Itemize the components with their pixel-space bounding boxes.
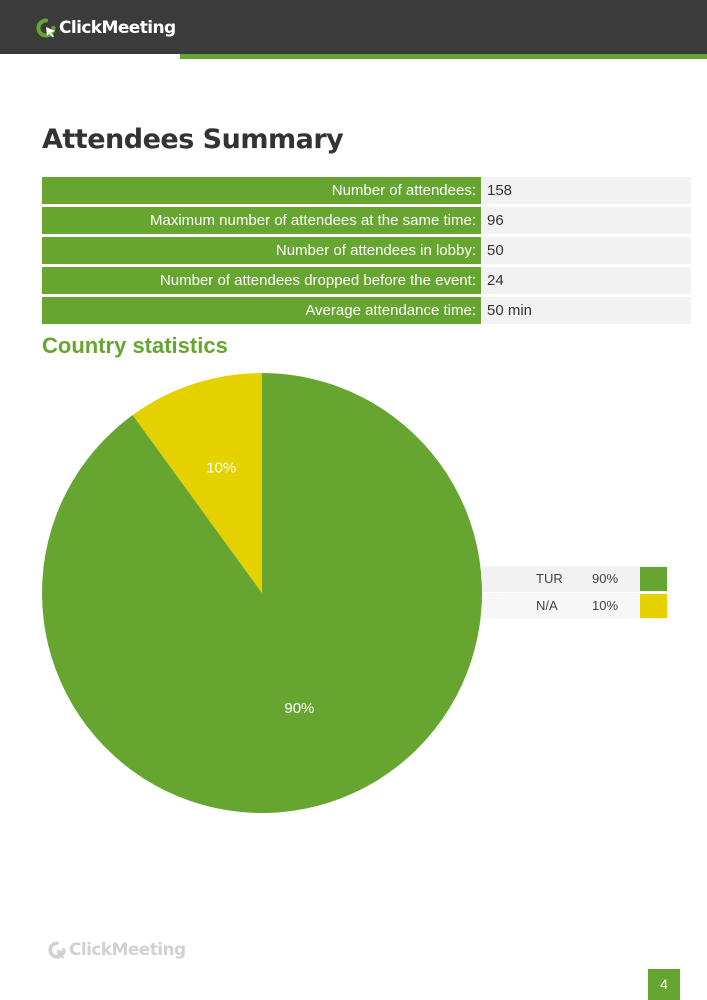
summary-label: Number of attendees:	[42, 177, 481, 204]
footer-logo-icon	[48, 941, 66, 959]
brand-name: ClickMeeting	[59, 18, 176, 38]
summary-label: Average attendance time:	[42, 297, 481, 324]
legend-percentage: 10%	[592, 598, 619, 613]
country-pie-chart: 90% 10%	[42, 373, 482, 813]
page-number: 4	[648, 969, 680, 1000]
summary-value: 50 min	[481, 297, 691, 324]
summary-label: Number of attendees dropped before the e…	[42, 267, 481, 294]
page-title: Attendees Summary	[42, 124, 344, 155]
summary-label: Maximum number of attendees at the same …	[42, 207, 481, 234]
pie-legend: TUR 90% N/A 10%	[482, 566, 667, 620]
summary-value: 158	[481, 177, 691, 204]
pie-slice-na	[132, 373, 262, 593]
summary-value: 24	[481, 267, 691, 294]
pie-slice-label: 90%	[284, 700, 314, 717]
summary-row: Number of attendees dropped before the e…	[42, 267, 691, 294]
legend-color-swatch	[640, 594, 667, 618]
pie-slice-label: 10%	[206, 459, 236, 476]
summary-label: Number of attendees in lobby:	[42, 237, 481, 264]
header-accent-stripe	[180, 54, 707, 59]
summary-row: Number of attendees in lobby: 50	[42, 237, 691, 264]
legend-row: TUR 90%	[482, 566, 667, 592]
legend-country-name: TUR	[536, 571, 563, 586]
brand-logo[interactable]: ClickMeeting	[35, 15, 176, 41]
footer-logo: ClickMeeting	[47, 939, 186, 961]
clickmeeting-logo-icon	[36, 18, 56, 38]
attendees-summary-table: Number of attendees: 158 Maximum number of…	[42, 177, 691, 327]
summary-value: 50	[481, 237, 691, 264]
header-bar: ClickMeeting	[0, 0, 707, 54]
country-statistics-title: Country statistics	[42, 333, 228, 358]
summary-row: Average attendance time: 50 min	[42, 297, 691, 324]
legend-country-name: N/A	[536, 598, 558, 613]
legend-percentage: 90%	[592, 571, 619, 586]
pie-slice-tur	[42, 373, 482, 813]
summary-row: Maximum number of attendees at the same …	[42, 207, 691, 234]
summary-value: 96	[481, 207, 691, 234]
summary-row: Number of attendees: 158	[42, 177, 691, 204]
legend-row: N/A 10%	[482, 593, 667, 619]
footer-brand-name: ClickMeeting	[69, 940, 186, 960]
legend-color-swatch	[640, 567, 667, 591]
